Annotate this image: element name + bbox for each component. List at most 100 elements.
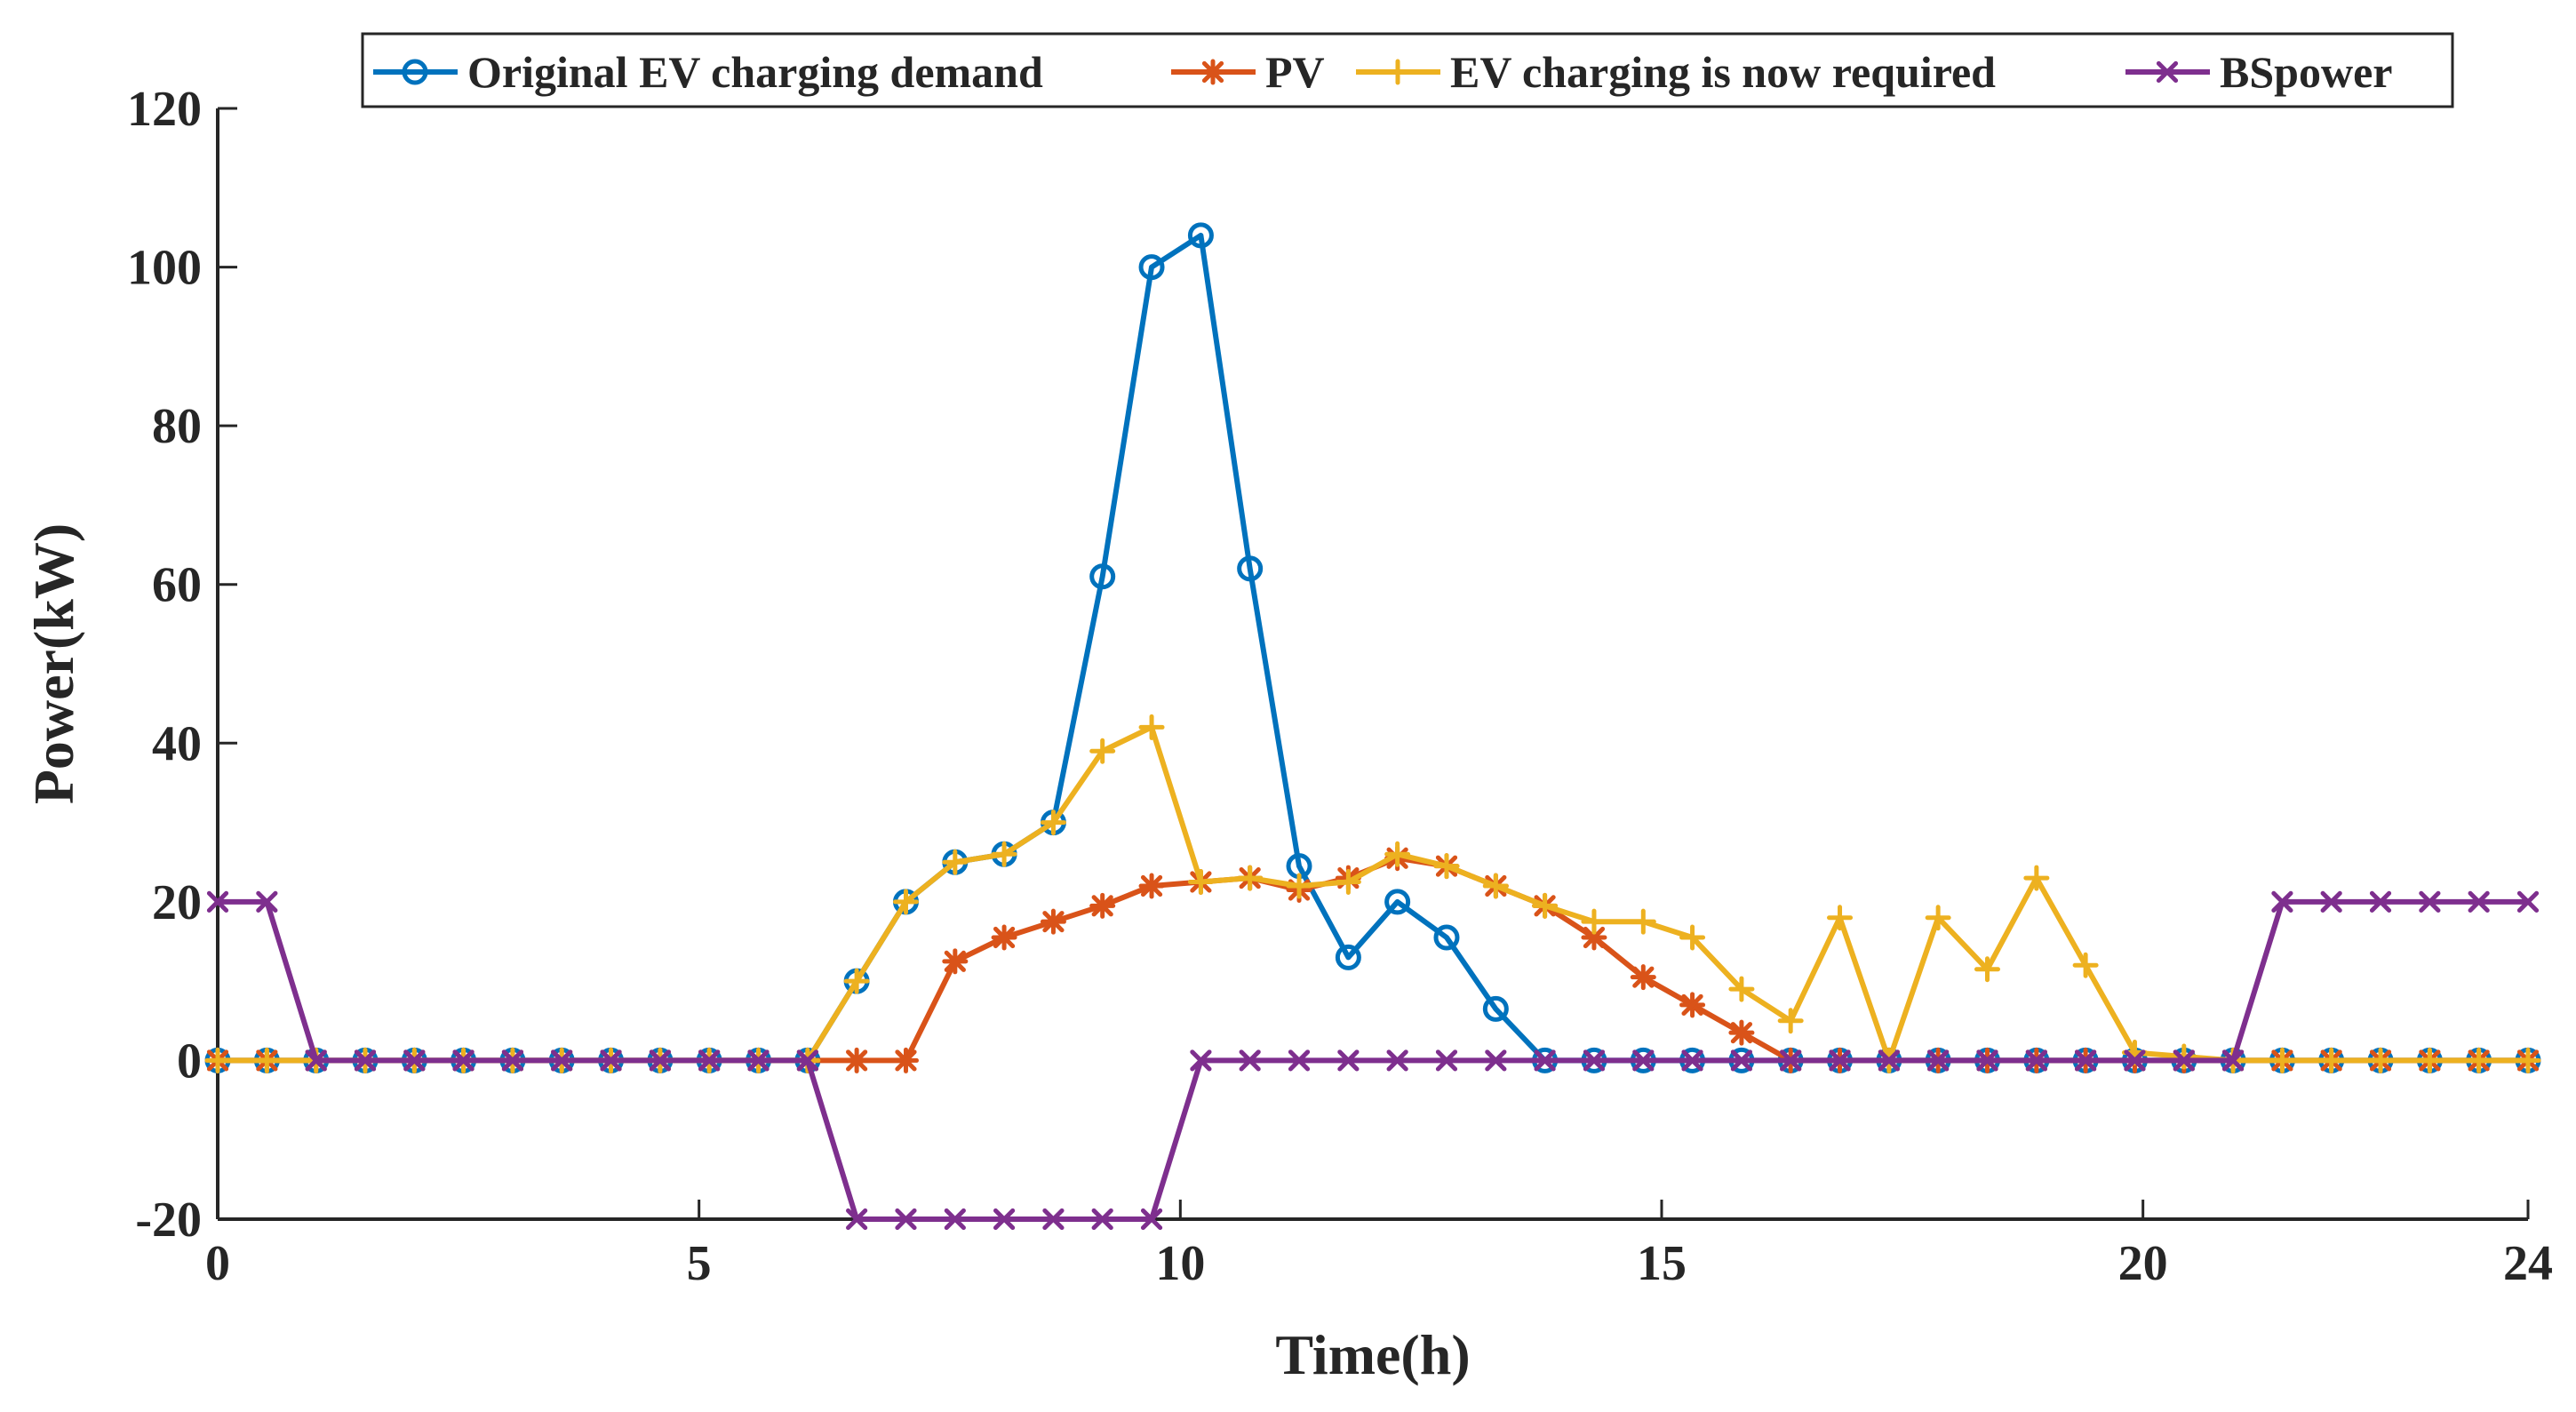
data-point xyxy=(1138,254,1165,281)
data-point xyxy=(1780,1049,1802,1072)
marker-stroke xyxy=(2369,890,2392,913)
y-tick-label: 120 xyxy=(127,82,202,137)
data-point xyxy=(1974,956,2000,983)
marker-stroke xyxy=(1976,1049,1998,1072)
legend-label: Original EV charging demand xyxy=(467,47,1043,97)
marker-stroke xyxy=(796,1049,818,1072)
data-point xyxy=(1335,944,1361,970)
marker-stroke xyxy=(1878,1049,1900,1072)
data-point xyxy=(1138,714,1165,740)
data-point xyxy=(942,849,969,875)
data-point xyxy=(1042,1208,1065,1231)
data-point xyxy=(2416,1047,2443,1073)
data-point xyxy=(1091,1208,1113,1231)
marker-stroke xyxy=(1042,911,1065,933)
series-3 xyxy=(206,890,2540,1231)
marker-stroke xyxy=(1780,1049,1802,1072)
marker-stroke xyxy=(1190,1049,1212,1072)
y-tick-label: -20 xyxy=(135,1193,202,1248)
data-point xyxy=(2023,865,2050,891)
x-axis-title: Time(h) xyxy=(1275,1323,1470,1386)
data-point xyxy=(1384,889,1411,915)
marker-stroke xyxy=(846,1049,868,1072)
data-point xyxy=(1976,1049,1998,1072)
data-point xyxy=(1927,1049,1950,1072)
data-point xyxy=(206,890,229,913)
data-point xyxy=(2367,1047,2394,1073)
data-point xyxy=(991,841,1017,867)
data-point xyxy=(1237,555,1264,582)
data-point xyxy=(551,1049,573,1072)
data-point xyxy=(1337,1049,1360,1072)
marker-stroke xyxy=(1632,966,1655,988)
marker-stroke xyxy=(1386,1049,1408,1072)
marker-stroke xyxy=(1730,1022,1753,1044)
data-point xyxy=(1140,1208,1163,1231)
data-point xyxy=(2515,1047,2541,1073)
data-point xyxy=(1679,992,1706,1018)
marker-stroke xyxy=(993,1208,1016,1231)
y-tick-label: 40 xyxy=(152,716,202,771)
data-point xyxy=(1583,1049,1606,1072)
data-point xyxy=(944,1208,966,1231)
data-point xyxy=(1777,1008,1804,1034)
marker-stroke xyxy=(2025,1049,2047,1072)
y-tick-label: 100 xyxy=(127,241,202,296)
data-point xyxy=(649,1049,671,1072)
data-point xyxy=(354,1049,377,1072)
data-point xyxy=(991,924,1017,951)
data-point xyxy=(895,1208,917,1231)
marker-stroke xyxy=(1583,926,1606,949)
data-point xyxy=(1581,908,1607,935)
series-line xyxy=(218,898,2528,1222)
legend-marker xyxy=(1200,59,1226,85)
data-point xyxy=(796,1049,818,1072)
data-point xyxy=(2320,890,2342,913)
data-point xyxy=(2072,952,2099,978)
x-tick-label: 10 xyxy=(1155,1236,1205,1291)
data-point xyxy=(2269,1047,2295,1073)
y-tick-label: 80 xyxy=(152,399,202,454)
marker-stroke xyxy=(2173,1049,2195,1072)
marker-stroke xyxy=(2156,60,2179,84)
data-point xyxy=(403,1049,426,1072)
data-point xyxy=(1187,869,1214,896)
data-point xyxy=(2466,1047,2492,1073)
data-point xyxy=(1288,1049,1311,1072)
marker-stroke xyxy=(895,1208,917,1231)
legend-marker xyxy=(2156,60,2179,84)
data-point xyxy=(1089,738,1116,764)
marker-stroke xyxy=(501,1049,524,1072)
x-tick-label: 20 xyxy=(2118,1236,2168,1291)
marker-stroke xyxy=(1730,1049,1753,1072)
marker-stroke xyxy=(2075,1049,2097,1072)
marker-stroke xyxy=(1435,1049,1458,1072)
data-point xyxy=(2419,890,2441,913)
marker-stroke xyxy=(1337,1049,1360,1072)
marker-stroke xyxy=(1091,895,1113,917)
marker-stroke xyxy=(305,1049,327,1072)
data-point xyxy=(452,1049,475,1072)
legend-entry-3: BSpower xyxy=(2125,47,2392,97)
marker-stroke xyxy=(2221,1049,2245,1072)
marker-stroke xyxy=(1927,1049,1950,1072)
data-point xyxy=(1089,892,1116,919)
marker-stroke xyxy=(1091,1208,1113,1231)
marker-stroke xyxy=(846,1208,868,1231)
data-point xyxy=(2271,890,2293,913)
data-point xyxy=(1630,964,1656,991)
marker-stroke xyxy=(1042,1208,1065,1231)
y-tick-label: 20 xyxy=(152,875,202,930)
marker-stroke xyxy=(452,1049,475,1072)
marker-stroke xyxy=(2271,890,2293,913)
data-point xyxy=(501,1049,524,1072)
data-point xyxy=(1485,1049,1507,1072)
marker-stroke xyxy=(944,950,966,972)
marker-stroke xyxy=(551,1049,573,1072)
marker-stroke xyxy=(1140,1208,1163,1231)
data-point xyxy=(698,1049,721,1072)
data-point xyxy=(1532,892,1559,919)
series-layer xyxy=(204,222,2541,1231)
data-point xyxy=(1630,908,1656,935)
